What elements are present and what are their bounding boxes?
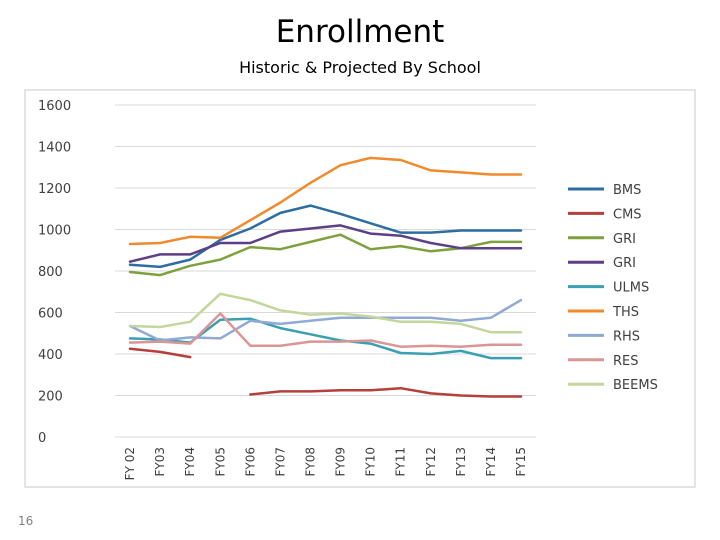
series-line-bms-0 (128, 204, 523, 269)
x-tick-label: FY08 (303, 447, 317, 477)
slide-number: 16 (18, 514, 34, 528)
chart-frame (24, 89, 696, 488)
legend-label: BEEMS (613, 378, 658, 393)
y-tick-label: 1600 (38, 99, 71, 114)
y-tick-label: 200 (38, 390, 63, 405)
legend-label: GRI (613, 232, 636, 247)
y-tick-label: 800 (38, 265, 63, 280)
series-line-gri-2 (128, 233, 523, 277)
y-tick-label: 400 (38, 348, 63, 363)
legend-label: RES (613, 354, 639, 369)
legend-label: THS (612, 305, 639, 320)
x-tick-label: FY 02 (123, 447, 137, 480)
series-line-cms-1 (128, 347, 192, 359)
legend-label: GRI (613, 256, 636, 271)
x-tick-label: FY14 (484, 447, 498, 477)
series-line-cms-1 (249, 386, 523, 398)
x-tick-label: FY12 (424, 447, 438, 477)
legend-label: BMS (613, 183, 641, 198)
x-tick-label: FY10 (364, 447, 378, 477)
y-tick-label: 1400 (38, 141, 71, 156)
y-tick-label: 0 (38, 431, 46, 446)
x-tick-label: FY05 (213, 447, 227, 477)
x-axis-ticks: FY 02 FY03 FY04 FY05 FY06 FY07 FY08 FY09 FY10 FY1… (123, 447, 528, 480)
y-tick-label: 1000 (38, 224, 71, 239)
series-line-ths-5 (128, 156, 523, 246)
y-axis-ticks: 0 200 400 600 800 1000 1200 1400 1600 (38, 99, 71, 446)
x-tick-label: FY09 (334, 447, 348, 477)
series-lines (128, 156, 523, 398)
x-tick-label: FY04 (183, 447, 197, 477)
legend-label: CMS (613, 207, 642, 222)
x-tick-label: FY07 (273, 447, 287, 477)
y-tick-label: 600 (38, 307, 63, 322)
x-tick-label: FY13 (454, 447, 468, 477)
legend-label: ULMS (613, 281, 649, 296)
series-line-beems-8 (128, 292, 523, 334)
x-tick-label: FY03 (153, 447, 167, 477)
slide-title: Enrollment (275, 14, 445, 50)
x-tick-label: FY15 (514, 447, 528, 477)
slide-subtitle: Historic & Projected By School (239, 58, 481, 77)
legend: BMS CMS GRI GRI ULMS THS RHS RES BEEMS (568, 183, 658, 393)
x-tick-label: FY11 (394, 447, 408, 477)
legend-label: RHS (613, 329, 640, 344)
x-tick-label: FY06 (243, 447, 257, 477)
y-tick-label: 1200 (38, 182, 71, 197)
series-line-res-7 (128, 312, 523, 348)
gridlines (115, 104, 536, 438)
series-line-gri-3 (128, 224, 523, 263)
